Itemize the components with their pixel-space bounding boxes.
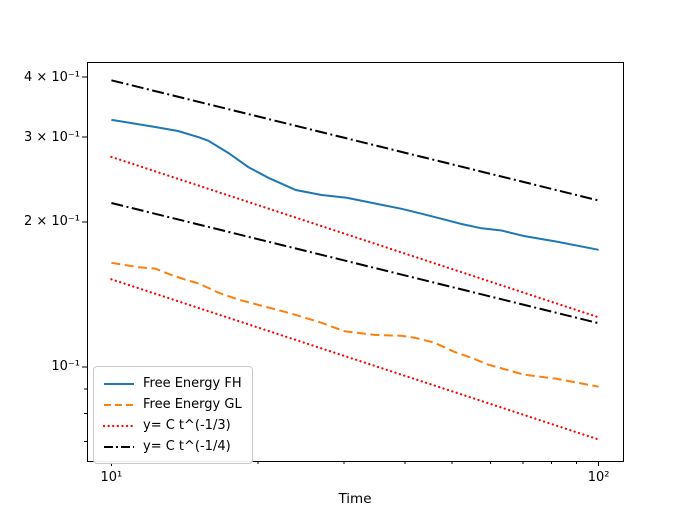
x-axis-title: Time <box>338 491 372 507</box>
series-line <box>110 155 600 319</box>
legend-entry-fh: Free Energy FH <box>103 373 242 394</box>
legend-line-swatch-dashed <box>104 403 134 406</box>
series-line <box>110 278 600 441</box>
series-line <box>111 79 599 202</box>
legend-entry-t13: y= C t^(-1/3) <box>103 415 242 436</box>
y-tick-label-1e-1: 10⁻¹ <box>51 359 80 375</box>
legend-label: Free Energy FH <box>143 376 242 391</box>
legend-label: y= C t^(-1/4) <box>143 439 231 454</box>
legend-line-swatch-dashdot <box>104 445 134 448</box>
series-line <box>111 118 599 251</box>
x-tick-label-10: 10¹ <box>100 470 123 485</box>
x-tick-label-100: 10² <box>587 470 610 485</box>
series-line <box>111 261 599 388</box>
series-line <box>111 202 599 325</box>
legend-entry-gl: Free Energy GL <box>103 394 242 415</box>
legend: Free Energy FH Free Energy GL y= C t^(-1… <box>93 366 253 464</box>
y-tick-label-2e-1: 2 × 10⁻¹ <box>23 214 80 230</box>
legend-line-swatch-dotted <box>103 424 135 427</box>
y-tick-label-3e-1: 3 × 10⁻¹ <box>23 129 80 145</box>
axes-spines <box>87 62 624 462</box>
legend-entry-t14: y= C t^(-1/4) <box>103 436 242 457</box>
y-tick-label-4e-1: 4 × 10⁻¹ <box>23 69 80 85</box>
legend-label: Free Energy GL <box>143 397 242 412</box>
legend-label: y= C t^(-1/3) <box>143 418 231 433</box>
legend-line-swatch-solid <box>104 382 134 385</box>
